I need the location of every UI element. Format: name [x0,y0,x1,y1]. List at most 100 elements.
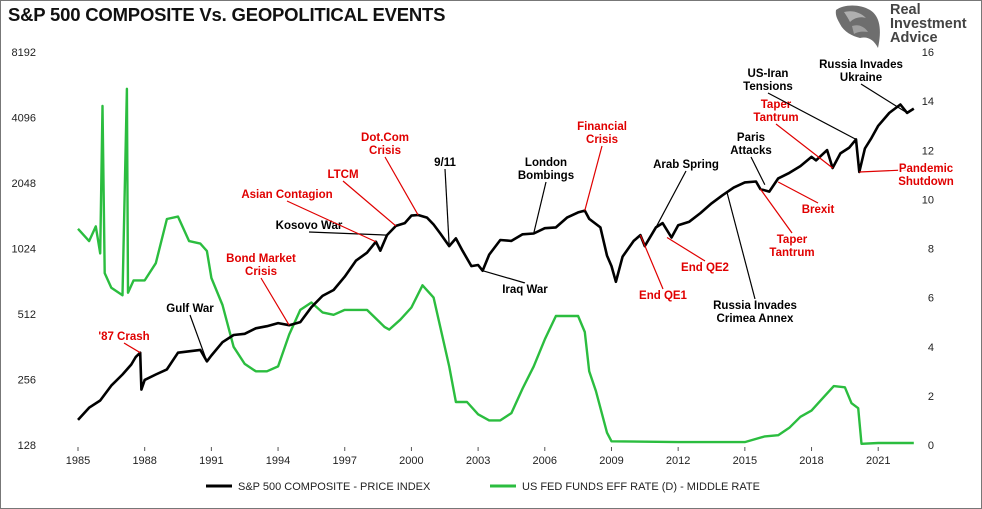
sp500-line [77,103,915,421]
y-left-tick-label: 8192 [12,47,36,59]
annotation-line: US-Iran [748,68,789,80]
annotation: Financial Crisis [576,120,628,211]
y-right-tick-label: 10 [922,194,934,206]
annotation: Russia Invades Ukraine [818,58,908,114]
annotation-line: Crimea Annex [717,313,795,325]
annotation: Arab Spring [652,158,720,228]
y-left-tick-label: 256 [18,375,36,387]
annotation-leader [767,92,857,140]
annotation-label: Iraq War [502,284,548,296]
annotation-label: LTCM [327,169,358,181]
x-tick-label: 2015 [733,455,757,467]
annotation-leader [759,188,793,234]
annotation-leader [775,123,834,169]
annotation-leader [123,342,141,354]
annotation: Paris Attacks [729,131,773,186]
series-layer [77,87,915,445]
annotation-label: 9/11 [434,157,456,169]
annotation-label: Kosovo War [276,220,343,232]
annotation: US-Iran Tensions [742,67,857,140]
y-left-tick-label: 4096 [12,113,36,125]
x-tick-label: 1988 [132,455,156,467]
annotation-line: End QE1 [639,290,688,302]
annotation-label: Taper Tantrum [769,234,814,259]
annotation-label: US-Iran Tensions [743,68,793,93]
bull-head-icon [835,5,880,48]
annotation-label: Dot.Com Crisis [361,132,409,157]
x-tick-label: 1991 [199,455,223,467]
annotation-line: Bond Market [226,253,296,265]
annotation-line: Financial [577,121,627,133]
annotation: Pandemic Shutdown [859,162,955,190]
annotation-line: Kosovo War [276,220,343,232]
annotation-label: End QE1 [639,290,688,302]
annotation-line: Iraq War [502,284,548,296]
annotation-label: Russia Invades Crimea Annex [713,300,797,325]
logo-line-2: Investment [890,16,967,32]
annotation: London Bombings [516,156,576,234]
annotation-line: London [525,157,567,169]
annotation-label: Brexit [802,204,835,216]
annotation-leader [286,200,377,243]
annotation-line: Brexit [802,204,835,216]
annotation-line: Russia Invades [713,300,797,312]
annotation-leader [308,231,387,236]
real-investment-advice-logo [835,5,880,48]
annotation-label: End QE2 [681,262,729,274]
annotation: 9/11 [433,156,458,247]
annotation-leader [750,156,766,186]
annotation-line: Attacks [730,145,772,157]
annotation: Bond Market Crisis [225,252,297,326]
annotation-label: Bond Market Crisis [226,253,296,278]
x-tick-label: 2012 [666,455,690,467]
annotation: Kosovo War [274,219,387,236]
x-tick-label: 1994 [266,455,290,467]
annotation-line: Tensions [743,81,793,93]
y-left-tick-label: 512 [18,309,36,321]
annotation-leader [584,145,603,211]
logo-line-1: Real [890,2,921,18]
chart-title: S&P 500 COMPOSITE Vs. GEOPOLITICAL EVENT… [8,4,446,25]
annotation-line: Arab Spring [653,159,719,171]
annotation-line: Shutdown [898,176,954,188]
x-tick-label: 1985 [66,455,90,467]
x-tick-label: 2006 [533,455,557,467]
annotation-line: Taper [777,234,808,246]
annotation-label: Financial Crisis [577,121,627,146]
annotation-leader [444,168,450,247]
annotation-label: London Bombings [518,157,574,182]
annotation-line: Tantrum [769,247,814,259]
annotation-line: Tantrum [753,112,798,124]
x-tick-label: 2018 [799,455,823,467]
y-right-tick-label: 6 [928,293,934,305]
annotation-leader [777,181,819,204]
annotation-line: '87 Crash [98,331,149,343]
x-tick-label: 2021 [866,455,890,467]
annotation-label: Pandemic Shutdown [898,163,954,188]
logo-line-3: Advice [890,30,938,46]
annotation-leader [533,181,547,234]
x-tick-label: 2000 [399,455,423,467]
annotation-line: Crisis [245,266,277,278]
annotation-leader [189,314,208,362]
annotation: Gulf War [165,302,216,362]
y-left-tick-label: 128 [18,440,36,452]
x-tick-label: 2003 [466,455,490,467]
annotation-leader [655,170,687,228]
axes-layer: 128 256 512 1024 2048 4096 8192 0 2 4 6 8 10 12 14 16 19… [12,47,934,467]
annotation-line: End QE2 [681,262,729,274]
annotation: Iraq War [482,270,550,298]
annotation: Russia Invades Crimea Annex [712,192,798,327]
annotation: End QE2 [666,237,730,276]
fed-funds-line [77,87,914,445]
annotation-leader [726,192,756,300]
legend-sp500-label: S&P 500 COMPOSITE - PRICE INDEX [238,481,431,493]
annotation-label: Paris Attacks [730,132,772,157]
annotation-leader [666,237,706,262]
annotation-line: Gulf War [166,303,214,315]
legend-fed-funds-label: US FED FUNDS EFF RATE (D) - MIDDLE RATE [522,481,760,493]
y-left-tick-label: 2048 [12,178,36,190]
annotation-label: Asian Contagion [241,189,332,201]
annotation: LTCM [326,168,397,227]
annotation-label: Gulf War [166,303,214,315]
